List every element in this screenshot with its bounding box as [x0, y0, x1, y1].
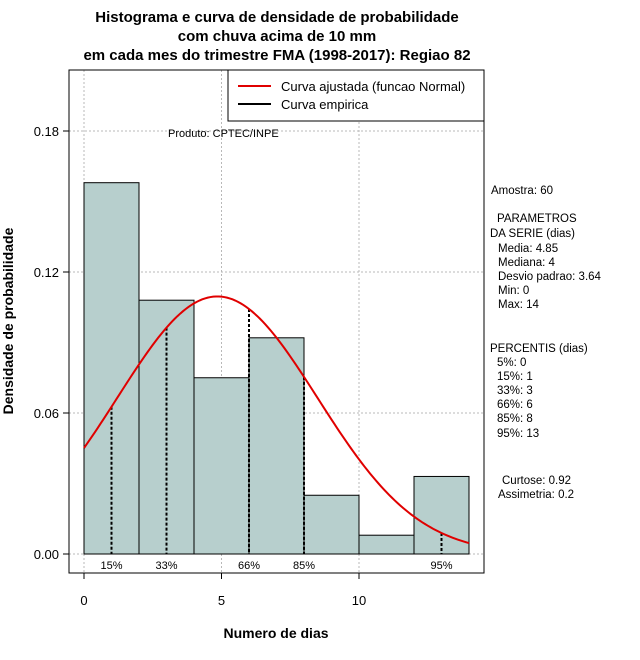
- histogram-bar: [413, 475, 470, 555]
- param-mean: Media: 4.85: [498, 243, 558, 255]
- params-header-1: PARAMETROS: [497, 213, 577, 225]
- percentile-66: 66%: 6: [497, 399, 533, 411]
- legend: Curva ajustada (funcao Normal) Curva emp…: [227, 69, 485, 122]
- y-tick-label: 0.00: [34, 547, 59, 562]
- chart-title-line-3: em cada mes do trimestre FMA (1998-2017)…: [83, 47, 470, 64]
- kurtosis: Curtose: 0.92: [502, 475, 571, 487]
- x-tick-label: 5: [218, 593, 225, 608]
- param-stddev: Desvio padrao: 3.64: [498, 271, 602, 283]
- percentile-label: 15%: [100, 560, 122, 572]
- params-header-2: DA SERIE (dias): [490, 228, 575, 240]
- skewness: Assimetria: 0.2: [498, 489, 574, 501]
- normal-curve-line: [83, 295, 470, 545]
- chart-title-line-1: Histograma e curva de densidade de proba…: [95, 9, 458, 26]
- credit-label: Produto: CPTEC/INPE: [168, 128, 279, 140]
- y-tick-label: 0.06: [34, 406, 59, 421]
- percentile-label: 85%: [293, 560, 315, 572]
- x-tick-label: 0: [80, 593, 87, 608]
- percentile-label: 95%: [430, 560, 452, 572]
- histogram-bar: [193, 377, 250, 555]
- percentile-label: 33%: [155, 560, 177, 572]
- x-axis-title: Numero de dias: [223, 625, 328, 641]
- percentile-95: 95%: 13: [497, 428, 539, 440]
- histogram-bar: [248, 337, 305, 555]
- sample-size: Amostra: 60: [491, 185, 553, 197]
- histogram-bar: [303, 494, 360, 555]
- y-tick-label: 0.18: [34, 124, 59, 139]
- chart-title-line-2: com chuva acima de 10 mm: [178, 28, 376, 45]
- histogram-bars: [83, 182, 470, 555]
- legend-box: [227, 69, 485, 122]
- stats-panel: Amostra: 60 PARAMETROS DA SERIE (dias) M…: [490, 185, 602, 501]
- y-tick-label: 0.12: [34, 265, 59, 280]
- histogram-bar: [358, 534, 415, 555]
- percentile-15: 15%: 1: [497, 371, 533, 383]
- legend-label-empirical: Curva empirica: [281, 97, 369, 112]
- legend-label-normal: Curva ajustada (funcao Normal): [281, 79, 465, 94]
- param-max: Max: 14: [498, 299, 540, 311]
- param-min: Min: 0: [498, 285, 529, 297]
- percentile-85: 85%: 8: [497, 413, 533, 425]
- percentile-5: 5%: 0: [497, 357, 526, 369]
- percentile-label: 66%: [238, 560, 260, 572]
- percentile-lines: 15% 33% 66% 85% 95%: [100, 308, 453, 572]
- percentile-33: 33%: 3: [497, 385, 533, 397]
- param-median: Mediana: 4: [498, 257, 556, 269]
- percentiles-header: PERCENTIS (dias): [490, 343, 588, 355]
- x-tick-label: 10: [352, 593, 366, 608]
- y-axis-title: Densidade de probabilidade: [0, 227, 16, 414]
- axes: 0 5 10 0.00 0.06 0.12 0.18: [34, 124, 367, 608]
